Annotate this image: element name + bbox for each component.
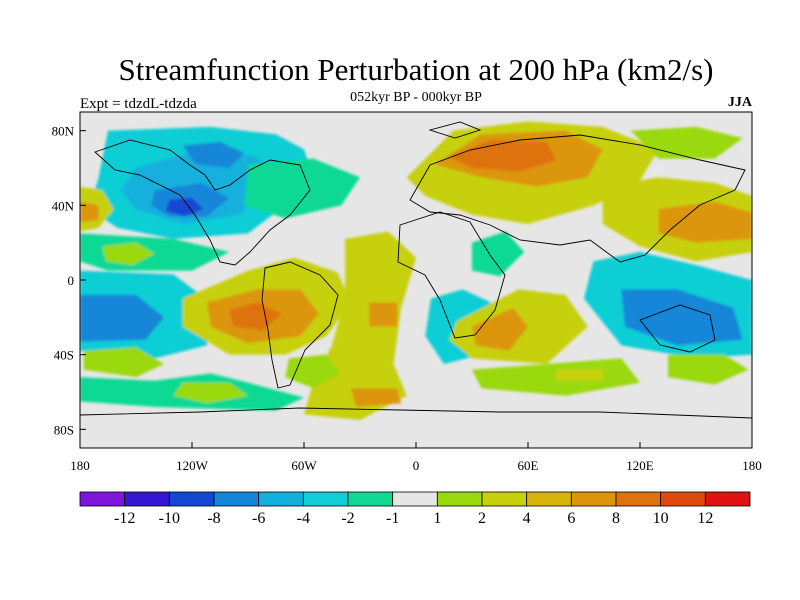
north-america-coast (94, 139, 311, 266)
lat-tick-label: 80S (54, 422, 74, 437)
contour-region-southern-ocean-high (173, 382, 248, 404)
figure-subtitle: 052kyr BP - 000kyr BP (350, 90, 482, 105)
colorbar-label: -8 (207, 510, 220, 527)
contour-region-maritime-low-inner (621, 289, 743, 346)
season-label: JJA (728, 95, 753, 110)
coastlines (80, 121, 752, 419)
colorbar-swatch (526, 491, 572, 507)
contour-region-indian-high-core (472, 308, 528, 351)
colorbar-swatch (436, 491, 483, 507)
contour-region-dateline-high-west-core (80, 201, 99, 223)
lat-tick-label: 80N (52, 124, 75, 139)
colorbar-swatch (704, 491, 751, 507)
greenland-coast (428, 121, 482, 139)
lat-tick-label: 40N (52, 198, 75, 213)
contour-region-eurasia-high-core (449, 140, 556, 172)
colorbar-swatch (258, 491, 304, 507)
lon-tick-label: 120W (176, 458, 209, 473)
contour-region-arctic-eurasia-green (630, 126, 743, 159)
south-america-coast (261, 261, 339, 389)
lat-tick-label: 0 (68, 273, 75, 288)
colorbar-swatch (347, 491, 394, 507)
colorbar: -12 -10 -8 -6 -4 -2 -1 1 2 4 6 8 10 12 (79, 491, 751, 527)
colorbar-swatch (213, 491, 260, 507)
contour-region-hawaii-high (102, 242, 155, 266)
colorbar-label: -12 (114, 510, 135, 527)
lon-tick-label: 180 (742, 458, 762, 473)
colorbar-label: -6 (252, 510, 265, 527)
contour-region-arctic-canada-low (182, 141, 245, 168)
contour-fills (80, 121, 752, 420)
contour-region-atlantic-high-south (350, 388, 402, 407)
colorbar-swatch (660, 491, 706, 507)
lon-tick-label: 60E (518, 458, 539, 473)
colorbar-swatch (79, 491, 126, 507)
contour-region-north-pacific-low-center (165, 197, 204, 217)
colorbar-label: 2 (478, 510, 486, 527)
contour-region-west-pacific-core (658, 201, 752, 243)
colorbar-label: 8 (612, 510, 620, 527)
colorbar-label: -10 (159, 510, 180, 527)
colorbar-label: -2 (341, 510, 354, 527)
lat-tick-label: 40S (54, 348, 74, 363)
australia-coast (639, 304, 716, 353)
colorbar-label: 6 (567, 510, 575, 527)
map-plot-area (80, 112, 752, 448)
colorbar-swatch (168, 491, 215, 507)
lon-tick-label: 180 (70, 458, 90, 473)
colorbar-label: -4 (297, 510, 310, 527)
contour-region-australia-south-green (668, 354, 749, 385)
colorbar-swatch (302, 491, 349, 507)
colorbar-label: -1 (386, 510, 399, 527)
colorbar-swatch (570, 491, 617, 507)
antarctica-coast (80, 407, 752, 419)
contour-region-atlantic-high-core (369, 302, 398, 327)
colorbar-label: 1 (433, 510, 441, 527)
experiment-label: Expt = tdzdL-tdzda (80, 96, 197, 112)
contour-region-atlantic-north-low (244, 158, 360, 219)
figure-title: Streamfunction Perturbation at 200 hPa (… (119, 52, 714, 87)
lon-tick-label: 120E (626, 458, 654, 473)
colorbar-swatch (392, 491, 438, 507)
colorbar-label: 12 (697, 510, 713, 527)
longitude-axis: 180 120W 60W 0 60E 120E 180 (70, 442, 762, 473)
contour-region-south-pacific-ring (83, 347, 164, 378)
africa-coast (397, 211, 506, 339)
latitude-axis: 80N 40N 0 40S 80S (52, 124, 86, 437)
colorbar-swatch (615, 491, 662, 507)
colorbar-label: 4 (523, 510, 531, 527)
colorbar-swatch (124, 491, 170, 507)
contour-region-arabia-low (472, 231, 525, 277)
contour-region-sam-high-core (229, 302, 282, 331)
colorbar-swatch (481, 491, 528, 507)
contour-region-south-pacific-low-inner (80, 294, 164, 342)
colorbar-label: 10 (653, 510, 669, 527)
eurasia-coast (409, 134, 746, 263)
lon-tick-label: 0 (413, 458, 420, 473)
contour-region-south-indian-core (556, 369, 603, 381)
lon-tick-label: 60W (291, 458, 317, 473)
